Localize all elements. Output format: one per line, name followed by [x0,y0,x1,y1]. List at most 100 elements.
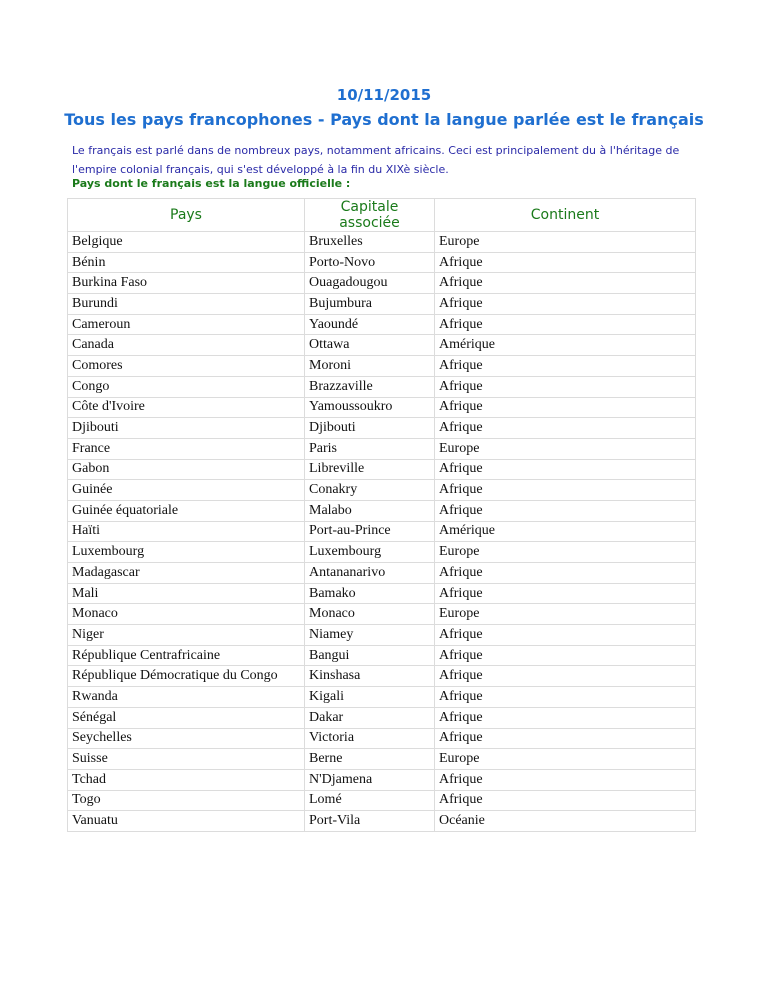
continent-cell: Afrique [434,293,696,315]
continent-cell: Afrique [434,458,696,481]
table-row: République Démocratique du Congo Kinshasa… [67,665,696,688]
country-cell: Guinée équatoriale [67,499,305,522]
table-row: Gabon Libreville Afrique [67,458,696,481]
continent-cell: Europe [434,541,696,563]
country-cell: Canada [67,334,305,357]
country-cell: Sénégal [67,706,305,729]
country-cell: Gabon [67,458,305,481]
table-row: Burundi Bujumbura Afrique [67,293,696,315]
country-cell: Tchad [67,768,305,791]
table-row: Luxembourg Luxembourg Europe [67,541,696,563]
table-row: Mali Bamako Afrique [67,582,696,605]
table-row: Sénégal Dakar Afrique [67,706,696,729]
capital-cell: Luxembourg [304,541,435,563]
country-cell: Mali [67,582,305,605]
table-row: Seychelles Victoria Afrique [67,727,696,750]
country-cell: Luxembourg [67,541,305,563]
capital-cell: Bruxelles [304,231,435,253]
country-cell: Cameroun [67,313,305,336]
capital-cell: Ottawa [304,334,435,357]
page-title: Tous les pays francophones - Pays dont l… [64,110,704,129]
country-cell: Belgique [67,231,305,253]
capital-cell: Monaco [304,603,435,626]
table-row: Djibouti Djibouti Afrique [67,417,696,439]
continent-cell: Océanie [434,810,696,832]
country-cell: Congo [67,375,305,398]
capital-cell: Porto-Novo [304,251,435,274]
table-row: Togo Lomé Afrique [67,789,696,812]
capital-cell: Yamoussoukro [304,396,435,419]
capital-cell: Ouagadougou [304,272,435,295]
capital-cell: Kinshasa [304,665,435,688]
country-cell: Burundi [67,293,305,315]
capital-cell: Bamako [304,582,435,605]
table-row: Tchad N'Djamena Afrique [67,768,696,791]
table-row: Haïti Port-au-Prince Amérique [67,520,696,543]
continent-cell: Amérique [434,334,696,357]
capital-cell: Antananarivo [304,562,435,584]
header-capitale: Capitale associée [304,198,435,232]
table-row: Canada Ottawa Amérique [67,334,696,357]
continent-cell: Afrique [434,562,696,584]
continent-cell: Europe [434,231,696,253]
continent-cell: Afrique [434,768,696,791]
table-row: Niger Niamey Afrique [67,624,696,646]
table-row: Comores Moroni Afrique [67,355,696,377]
country-cell: Bénin [67,251,305,274]
capital-cell: Dakar [304,706,435,729]
continent-cell: Afrique [434,272,696,295]
country-cell: Monaco [67,603,305,626]
capital-cell: Berne [304,748,435,770]
country-cell: Burkina Faso [67,272,305,295]
continent-cell: Afrique [434,686,696,708]
capital-cell: Lomé [304,789,435,812]
continent-cell: Afrique [434,417,696,439]
table-row: Côte d'Ivoire Yamoussoukro Afrique [67,396,696,419]
country-cell: Togo [67,789,305,812]
continent-cell: Afrique [434,479,696,501]
header-pays: Pays [67,198,305,232]
continent-cell: Afrique [434,396,696,419]
capital-cell: Djibouti [304,417,435,439]
country-cell: France [67,437,305,460]
table-row: France Paris Europe [67,437,696,460]
table-row: Congo Brazzaville Afrique [67,375,696,398]
capital-cell: Malabo [304,499,435,522]
capital-cell: Bangui [304,644,435,667]
table-row: Belgique Bruxelles Europe [67,231,696,253]
country-cell: Suisse [67,748,305,770]
country-cell: Côte d'Ivoire [67,396,305,419]
continent-cell: Afrique [434,251,696,274]
table-row: République Centrafricaine Bangui Afrique [67,644,696,667]
table-row: Monaco Monaco Europe [67,603,696,626]
capital-cell: Brazzaville [304,375,435,398]
section-subtitle: Pays dont le français est la langue offi… [72,177,351,190]
table-row: Burkina Faso Ouagadougou Afrique [67,272,696,295]
country-cell: Seychelles [67,727,305,750]
capital-cell: Moroni [304,355,435,377]
capital-cell: Bujumbura [304,293,435,315]
capital-cell: Niamey [304,624,435,646]
capital-cell: Conakry [304,479,435,501]
continent-cell: Afrique [434,665,696,688]
capital-cell: Kigali [304,686,435,708]
document-date: 10/11/2015 [336,86,432,104]
country-cell: Comores [67,355,305,377]
table-header-row: Pays Capitale associée Continent [67,198,696,232]
country-cell: Niger [67,624,305,646]
intro-paragraph: Le français est parlé dans de nombreux p… [72,144,680,176]
continent-cell: Europe [434,437,696,460]
continent-cell: Amérique [434,520,696,543]
table-row: Rwanda Kigali Afrique [67,686,696,708]
capital-cell: Port-Vila [304,810,435,832]
capital-cell: Victoria [304,727,435,750]
continent-cell: Afrique [434,727,696,750]
country-cell: République Démocratique du Congo [67,665,305,688]
table-row: Vanuatu Port-Vila Océanie [67,810,696,832]
country-cell: Vanuatu [67,810,305,832]
continent-cell: Afrique [434,789,696,812]
capital-cell: Port-au-Prince [304,520,435,543]
continent-cell: Afrique [434,499,696,522]
continent-cell: Afrique [434,375,696,398]
capital-cell: Libreville [304,458,435,481]
